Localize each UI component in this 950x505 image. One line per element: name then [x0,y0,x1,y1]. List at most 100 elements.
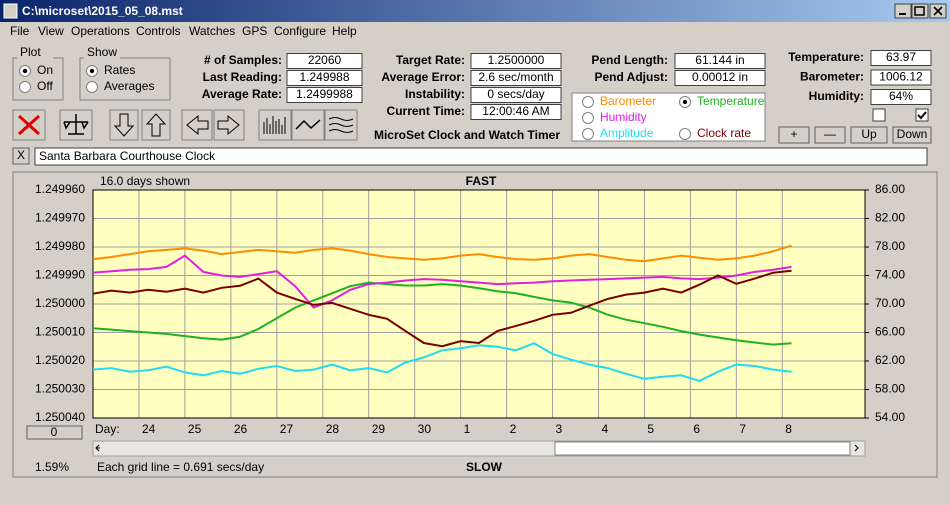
scroll-value: 0 [51,425,58,439]
field-label: Pend Length: [591,53,668,67]
field-label: Humidity: [809,89,864,103]
legend-label[interactable]: Amplitude [600,126,654,140]
up-button[interactable] [141,109,171,141]
clock-name-box[interactable] [34,147,928,166]
minimize-button[interactable] [894,3,912,19]
legend-label[interactable]: Temperature [697,94,765,108]
button-label[interactable]: + [790,127,797,141]
maximize-icon [914,6,925,16]
waves-icon [328,117,354,133]
app-icon [3,3,18,19]
field-value: 61.144 in [695,53,744,67]
y2-tick-label: 66.00 [875,325,905,339]
scrollbar-thumb[interactable] [554,441,851,456]
y2-tick-label: 78.00 [875,239,905,253]
legend-label[interactable]: Humidity [600,110,647,124]
radio-label[interactable]: On [37,63,53,77]
field-label: Temperature: [788,50,864,64]
down-button[interactable] [109,109,139,141]
button[interactable] [778,126,810,144]
menu-item[interactable]: Watches [189,24,235,38]
up-icon [145,113,167,137]
days-shown: 16.0 days shown [100,174,190,188]
fast-label: FAST [466,174,497,188]
menu-item[interactable]: File [10,24,30,38]
x-tick-label: 2 [510,422,517,436]
radio-label[interactable]: Off [37,79,53,93]
x-tick-label: 30 [418,422,432,436]
legend-radio[interactable] [582,128,594,140]
clear-button[interactable] [12,147,30,165]
x-tick-label: 3 [556,422,563,436]
series-selector [571,92,766,142]
x-tick-label: 4 [601,422,608,436]
button[interactable] [892,126,932,144]
radio-button[interactable] [86,81,98,93]
group-box [79,57,171,101]
legend-radio[interactable] [582,112,594,124]
legend-label[interactable]: Clock rate [697,126,751,140]
radio-button-dot [22,68,28,74]
field-box [674,70,766,86]
window-controls[interactable] [894,3,947,19]
field-value: 12:00:46 AM [482,104,549,118]
field-box [870,89,932,105]
menu-item[interactable]: GPS [242,24,267,38]
field-value: 0 secs/day [487,87,544,101]
plot-frame [92,189,866,419]
right-icon [217,114,240,136]
legend-radio[interactable] [582,96,594,108]
button-label[interactable]: Up [861,127,877,141]
scroll-arrows [95,444,859,452]
x-tick-label: 6 [693,422,700,436]
field-value: 22060 [308,53,342,67]
field-value: 63.97 [886,50,916,64]
y2-tick-label: 58.00 [875,382,905,396]
legend-label[interactable]: Barometer [600,94,656,108]
menu-item[interactable]: Operations [71,24,130,38]
x-tick-label: 5 [647,422,654,436]
field-value: 1.2499988 [296,87,353,101]
field-box [470,104,562,120]
menu-item[interactable]: View [38,24,64,38]
field-label: Current Time: [387,104,465,118]
radio-label[interactable]: Rates [104,63,135,77]
radio-button[interactable] [19,81,31,93]
x-tick-label: 8 [785,422,792,436]
field-box [674,53,766,69]
toolbar [12,109,358,141]
y2-tick-label: 54.00 [875,410,905,424]
scroll-value-box[interactable] [26,425,83,440]
series-line [92,254,792,309]
field-value: 2.6 sec/month [478,70,553,84]
button-label[interactable]: — [824,127,836,141]
checkbox[interactable] [872,108,886,122]
button[interactable] [850,126,888,144]
checkbox[interactable] [915,108,929,122]
field-value: 1006.12 [879,70,923,84]
button[interactable] [814,126,846,144]
menu-item[interactable]: Controls [136,24,181,38]
down-icon [113,113,135,137]
field-label: Average Rate: [202,87,282,101]
field-box [286,53,363,69]
y-tick-label: 1.249970 [35,211,85,225]
field-label: Target Rate: [396,53,465,67]
series-line [92,244,792,263]
menu-item[interactable]: Configure [274,24,326,38]
x-tick-label: 26 [234,422,248,436]
clear-button-label[interactable]: X [17,148,25,162]
field-value: 0.00012 in [692,70,748,84]
wave-icon [295,119,321,130]
field-label: Pend Adjust: [594,70,668,84]
radio-label[interactable]: Averages [104,79,154,93]
menu-item[interactable]: Help [332,24,357,38]
field-value: 64% [889,89,913,103]
left-icon [186,114,209,136]
app-name: MicroSet Clock and Watch Timer [374,128,560,142]
legend-radio[interactable] [679,128,691,140]
field-label: Average Error: [381,70,465,84]
field-box [470,53,562,69]
button-label[interactable]: Down [897,127,928,141]
